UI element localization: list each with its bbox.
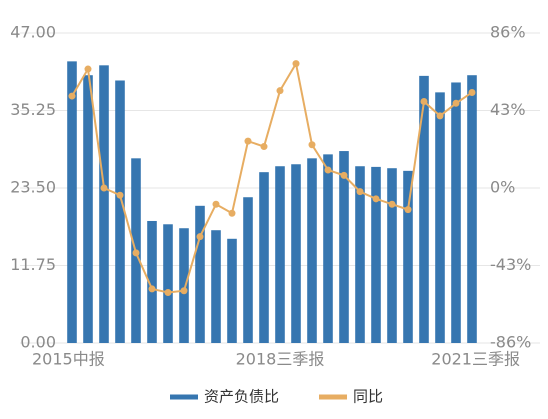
point (452, 99, 460, 107)
bar (451, 82, 461, 344)
point (196, 233, 204, 241)
point (308, 141, 316, 149)
bar (355, 166, 365, 343)
bar (339, 151, 349, 343)
x-tick-label: 2018三季报 (236, 350, 325, 369)
point (292, 60, 300, 68)
bar (163, 224, 173, 343)
point (148, 285, 156, 293)
x-tick-label: 2015中报 (32, 350, 105, 369)
bar (371, 166, 381, 343)
bar (243, 197, 253, 343)
point (244, 137, 252, 145)
y-tick-label: 35.25 (10, 100, 56, 119)
y2-tick-label: 86% (490, 23, 526, 42)
bar (275, 166, 285, 343)
point (212, 200, 220, 208)
point (436, 112, 444, 120)
legend-label: 同比 (353, 388, 383, 406)
point (324, 166, 332, 174)
bar (179, 228, 189, 343)
bar (307, 158, 317, 343)
y2-tick-label: 0% (490, 178, 515, 197)
bar (99, 65, 109, 343)
bar (419, 75, 429, 343)
y2-tick-label: -86% (490, 333, 531, 352)
bar (435, 92, 445, 344)
bar (259, 172, 269, 343)
bar (83, 75, 93, 343)
point (132, 249, 140, 257)
legend-label: 资产负债比 (204, 388, 279, 406)
y-tick-label: 23.50 (10, 178, 56, 197)
bar (211, 230, 221, 343)
point (388, 200, 396, 208)
point (100, 184, 108, 192)
y-tick-label: 11.75 (10, 255, 56, 274)
bar (195, 205, 205, 343)
x-tick-label: 2021三季报 (431, 350, 520, 369)
point (116, 191, 124, 199)
point (404, 206, 412, 214)
bar (67, 61, 77, 344)
y2-tick-label: -43% (490, 255, 531, 274)
point (68, 92, 76, 100)
bar (403, 170, 413, 343)
point (260, 143, 268, 151)
point (468, 88, 476, 96)
point (372, 195, 380, 203)
y-tick-label: 0.00 (20, 333, 56, 352)
point (84, 65, 92, 73)
point (356, 188, 364, 196)
point (228, 209, 236, 217)
y2-tick-label: 43% (490, 100, 526, 119)
point (276, 87, 284, 95)
bar (467, 75, 477, 343)
point (340, 171, 348, 179)
bar (227, 238, 237, 343)
bar (387, 168, 397, 343)
bar (291, 164, 301, 343)
point (164, 289, 172, 297)
bar (147, 220, 157, 343)
bar (115, 80, 125, 343)
bar (323, 154, 333, 343)
point (420, 97, 428, 105)
point (180, 287, 188, 295)
y-tick-label: 47.00 (10, 23, 56, 42)
